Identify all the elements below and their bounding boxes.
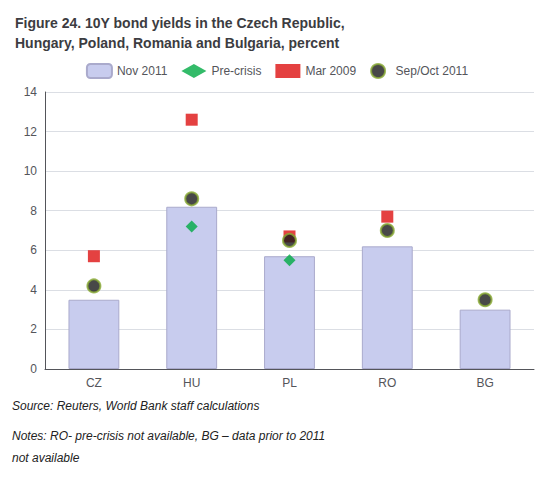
svg-text:8: 8 (30, 204, 37, 218)
svg-text:Nov 2011: Nov 2011 (117, 64, 168, 78)
svg-text:6: 6 (30, 243, 37, 257)
svg-text:Hungary, Poland, Romania and B: Hungary, Poland, Romania and Bulgaria, p… (15, 35, 339, 51)
svg-text:BG: BG (476, 376, 493, 390)
svg-text:HU: HU (183, 376, 200, 390)
svg-text:2: 2 (30, 322, 37, 336)
svg-text:Source: Reuters, World Bank st: Source: Reuters, World Bank staff calcul… (12, 399, 259, 413)
svg-text:Mar 2009: Mar 2009 (305, 64, 356, 78)
svg-text:not available: not available (12, 451, 80, 465)
svg-text:CZ: CZ (86, 376, 102, 390)
svg-text:14: 14 (24, 85, 38, 99)
svg-text:10: 10 (24, 164, 38, 178)
svg-text:0: 0 (30, 362, 37, 376)
svg-text:Sep/Oct 2011: Sep/Oct 2011 (396, 64, 469, 78)
svg-text:Pre-crisis: Pre-crisis (211, 64, 261, 78)
svg-text:PL: PL (282, 376, 297, 390)
svg-text:12: 12 (24, 125, 38, 139)
svg-text:RO: RO (378, 376, 396, 390)
svg-text:Figure 24. 10Y bond yields in: Figure 24. 10Y bond yields in the Czech … (15, 15, 345, 31)
svg-text:Notes: RO- pre-crisis not avai: Notes: RO- pre-crisis not available, BG … (12, 429, 325, 443)
svg-text:4: 4 (30, 283, 37, 297)
